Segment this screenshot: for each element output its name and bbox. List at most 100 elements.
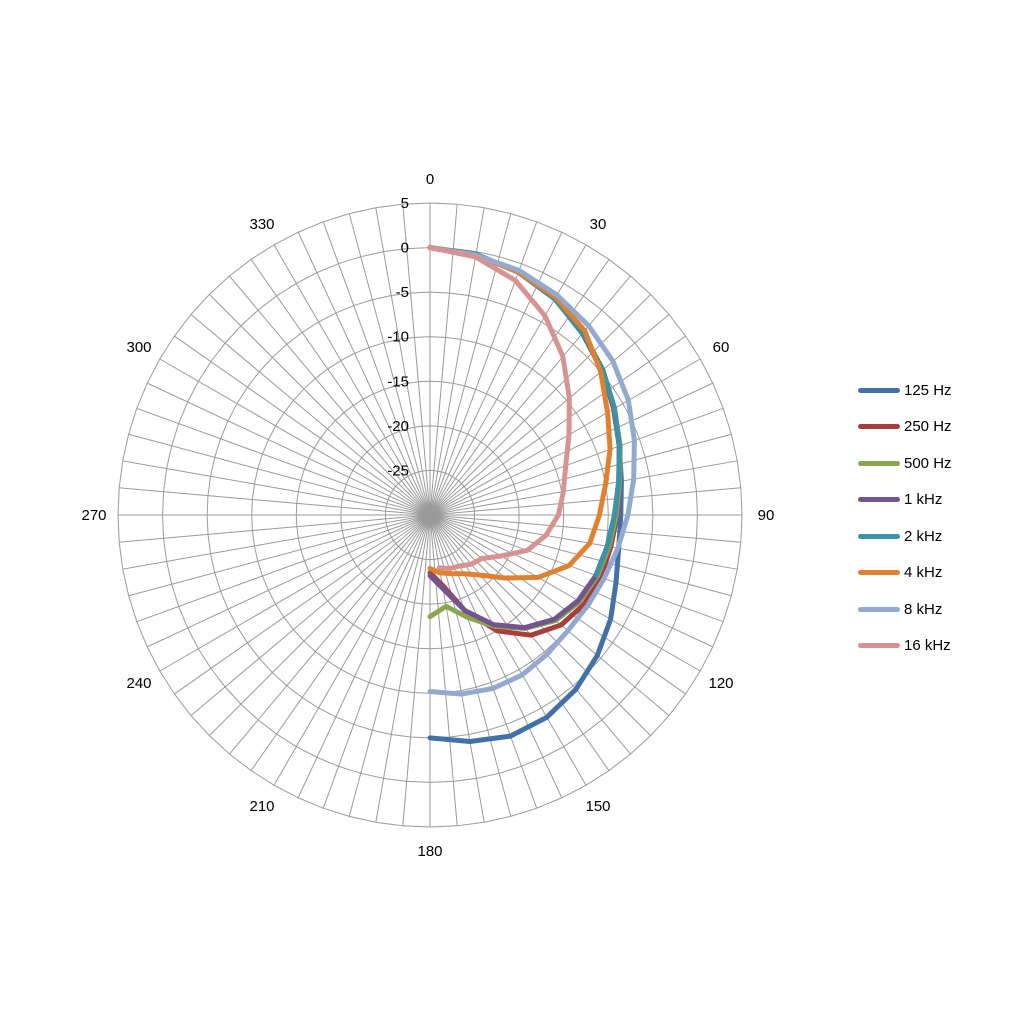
spoke-line — [119, 514, 431, 543]
legend-label: 1 kHz — [904, 491, 943, 509]
spoke-line — [429, 514, 686, 695]
angle-label: 0 — [426, 171, 434, 188]
angle-label: 30 — [590, 216, 607, 233]
angle-label: 180 — [417, 843, 442, 860]
series-line-5 — [427, 245, 613, 581]
angle-label: 240 — [126, 675, 151, 692]
spoke-line — [122, 460, 431, 516]
spoke-line — [122, 514, 431, 570]
spoke-line — [429, 460, 738, 516]
spoke-line — [250, 514, 431, 771]
angle-label: 150 — [585, 798, 610, 815]
spoke-line — [273, 514, 431, 786]
spoke-line — [128, 514, 431, 597]
spoke-line — [429, 514, 713, 648]
angle-label: 120 — [708, 675, 733, 692]
legend-item: 1 kHz — [858, 482, 952, 519]
grid-ring — [340, 425, 520, 605]
angle-label: 210 — [249, 798, 274, 815]
legend-item: 2 kHz — [858, 518, 952, 555]
grid-ring — [384, 469, 476, 561]
spoke-line — [147, 382, 431, 516]
radial-tick-label: 5 — [401, 195, 409, 212]
grid-ring — [117, 202, 743, 828]
spoke-line — [429, 514, 724, 623]
spoke-line — [429, 514, 701, 672]
radial-tick-label: 0 — [401, 240, 409, 257]
spoke-line — [297, 514, 431, 798]
spoke-line — [250, 259, 431, 516]
legend-swatch — [858, 643, 900, 649]
spoke-line — [429, 514, 587, 786]
spoke-line — [375, 514, 431, 823]
spoke-line — [174, 335, 431, 516]
legend-swatch — [858, 387, 900, 393]
spoke-line — [322, 514, 431, 809]
series-lines — [427, 245, 637, 744]
spoke-line — [136, 514, 431, 623]
legend-item: 125 Hz — [858, 372, 952, 409]
grid-ring — [295, 380, 565, 650]
spoke-line — [429, 433, 732, 516]
spoke-line — [348, 514, 431, 817]
angle-label: 300 — [126, 339, 151, 356]
radial-axis-labels: 5 0 -5 -10 -15 -20 -25 — [387, 195, 409, 479]
spoke-line — [429, 204, 458, 516]
spoke-line — [375, 207, 431, 516]
spoke-line — [119, 487, 431, 516]
radial-tick-label: -10 — [387, 329, 409, 346]
spoke-line — [429, 514, 741, 543]
spoke-line — [429, 514, 610, 771]
spoke-line — [273, 244, 431, 516]
spoke-line — [209, 514, 431, 736]
radial-tick-label: -15 — [387, 373, 409, 390]
legend-label: 125 Hz — [904, 381, 952, 399]
legend-swatch — [858, 497, 900, 503]
angle-label: 60 — [713, 339, 730, 356]
legend-label: 250 Hz — [904, 418, 952, 436]
spoke-line — [429, 294, 651, 516]
spoke-line — [174, 514, 431, 695]
spoke-line — [429, 514, 512, 817]
spoke-line — [322, 221, 431, 516]
spoke-line — [402, 514, 431, 826]
spoke-line — [429, 514, 563, 798]
angle-label: 90 — [758, 507, 775, 524]
series-line-6 — [427, 245, 637, 697]
legend-item: 4 kHz — [858, 555, 952, 592]
legend-item: 16 kHz — [858, 628, 952, 665]
grid-ring — [162, 247, 698, 783]
spoke-line — [229, 514, 431, 755]
spoke-line — [159, 358, 431, 516]
spoke-line — [147, 514, 431, 648]
angular-grid-lines — [118, 203, 742, 827]
series-line-7 — [427, 245, 572, 572]
spoke-line — [402, 204, 431, 516]
spoke-line — [429, 244, 587, 516]
spoke-line — [429, 221, 538, 516]
spoke-line — [429, 314, 670, 516]
spoke-line — [209, 294, 431, 516]
spoke-line — [429, 514, 738, 570]
legend-label: 4 kHz — [904, 564, 943, 582]
legend-label: 2 kHz — [904, 527, 943, 545]
legend-swatch — [858, 460, 900, 466]
spoke-line — [297, 232, 431, 516]
legend-item: 8 kHz — [858, 591, 952, 628]
spoke-line — [429, 335, 686, 516]
spoke-line — [190, 514, 431, 716]
angular-axis-labels: 0 30 60 90 120 150 180 210 240 270 300 330 — [81, 171, 774, 860]
legend-label: 16 kHz — [904, 637, 951, 655]
spoke-line — [429, 232, 563, 516]
legend-swatch — [858, 424, 900, 430]
legend: 125 Hz 250 Hz 500 Hz 1 kHz 2 kHz 4 kHz 8 kHz 16… — [858, 372, 952, 664]
spoke-line — [229, 275, 431, 516]
radial-tick-label: -5 — [396, 284, 409, 301]
spoke-line — [429, 514, 670, 716]
legend-swatch — [858, 570, 900, 576]
legend-item: 500 Hz — [858, 445, 952, 482]
spoke-line — [128, 433, 431, 516]
spoke-line — [159, 514, 431, 672]
spoke-line — [136, 407, 431, 516]
